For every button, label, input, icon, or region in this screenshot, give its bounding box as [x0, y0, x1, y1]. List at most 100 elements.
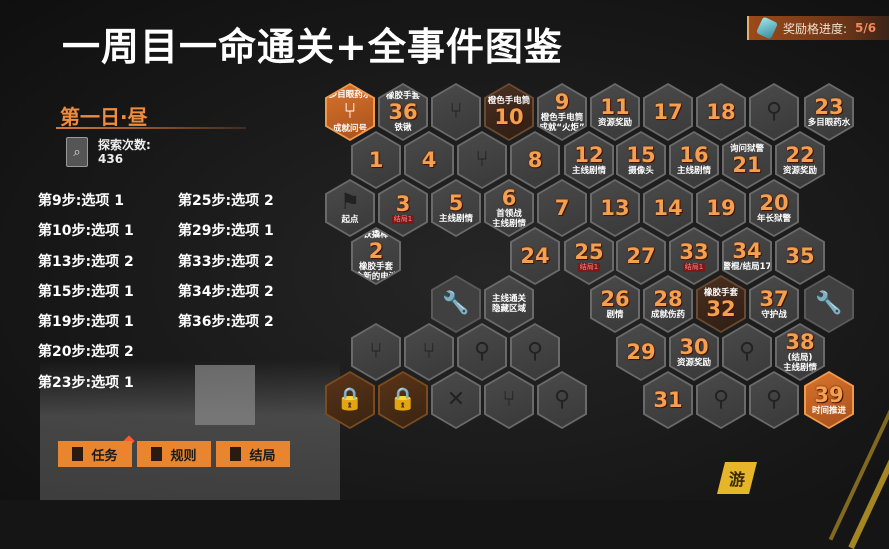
ending-door-icon — [230, 447, 242, 461]
bottle-icon — [755, 16, 779, 40]
hex-cell-body: 16 主线剧情 — [671, 133, 717, 187]
cell-top-label: 多目眼药水 — [328, 90, 372, 100]
cell-top-label: 橙色手电筒 — [487, 96, 531, 106]
hex-cell[interactable]: 🔒 — [325, 371, 375, 429]
day-title: 第一日·昼 — [60, 105, 148, 129]
cell-bottom-label: 剧情 — [606, 310, 624, 320]
hex-cell-10[interactable]: 橙色手电筒 10 — [484, 83, 534, 141]
site-logo: 游 — [717, 462, 757, 494]
search-icon: ⚲ — [765, 387, 783, 412]
cell-number: 18 — [706, 100, 736, 124]
hex-cell-body: 8 — [512, 133, 558, 187]
cell-bottom-label: 首领战 — [496, 209, 522, 219]
hex-cell-1[interactable]: 1 — [351, 131, 401, 189]
cell-number: 12 — [574, 143, 604, 167]
hex-cell-3[interactable]: 3 结局1 — [378, 179, 428, 237]
cell-number: 38 — [785, 330, 815, 354]
task-icon — [72, 447, 84, 461]
step-choice-item: 第15步:选项 1 — [38, 283, 134, 300]
hex-cell-body: 11 资源奖励 — [592, 85, 638, 139]
cell-number: 10 — [494, 105, 524, 129]
step-choice-item: 第9步:选项 1 — [38, 193, 124, 209]
hex-cell-4[interactable]: 4 — [404, 131, 454, 189]
lock-icon: 🔒 — [389, 387, 417, 412]
task-button-label: 任务 — [91, 448, 118, 464]
hex-cell-body: 31 — [645, 373, 691, 427]
search-icon: ⚲ — [738, 339, 756, 364]
magnifier-card-icon: ⌕ — [66, 137, 88, 167]
cell-top-label: 橡胶手套 — [703, 288, 738, 298]
cell-number: 7 — [554, 196, 570, 220]
hex-cell-body: 25 结局1 — [566, 229, 612, 283]
hex-cell[interactable]: ⚑ 起点 — [325, 179, 375, 237]
cell-number: 16 — [679, 143, 709, 167]
step-choice-item: 第13步:选项 2 — [38, 253, 134, 270]
hex-cell-body: ⚲ — [751, 85, 797, 139]
search-icon: ⚲ — [526, 339, 544, 364]
search-icon: ⚲ — [765, 99, 783, 124]
step-choice-item: 第33步:选项 2 — [178, 253, 274, 270]
hex-cell-5[interactable]: 5 主线剧情 — [431, 179, 481, 237]
hex-cell[interactable]: ⑂ — [457, 131, 507, 189]
cell-number: 26 — [600, 287, 630, 311]
task-button[interactable]: 任务 — [58, 441, 132, 467]
hex-cell-body: 28 成就伤药 — [645, 277, 691, 331]
cell-bottom-label: 主线通关 — [491, 294, 526, 304]
cell-bottom-label: 铁锹 — [394, 123, 412, 133]
step-choice-item: 第29步:选项 1 — [178, 223, 274, 240]
hex-cell-body: ⚲ — [539, 373, 585, 427]
hex-cell-body: 20 年长狱警 — [751, 181, 797, 235]
cell-bottom-label: 资源奖励 — [597, 118, 632, 128]
hex-cell[interactable]: ⑂ — [431, 83, 481, 141]
cell-bottom-label: (结局) — [787, 353, 813, 363]
branch-icon: ⑂ — [502, 387, 516, 412]
hex-cell-36[interactable]: 橡胶手套 36 铁锹 — [378, 83, 428, 141]
search-icon: ⚲ — [473, 339, 491, 364]
hex-cell-body: 🔒 — [327, 373, 373, 427]
background-city-art — [40, 360, 340, 500]
explore-count-label: 探索次数: — [98, 138, 151, 152]
step-choice-item: 第10步:选项 1 — [38, 223, 134, 240]
search-icon: ⚲ — [712, 387, 730, 412]
cell-number: 11 — [600, 95, 630, 119]
lock-icon: 🔒 — [336, 387, 364, 412]
cell-number: 19 — [706, 196, 736, 220]
cell-number: 1 — [368, 148, 384, 172]
cell-bottom-label: 年长狱警 — [756, 214, 791, 224]
explore-count-value: 436 — [98, 152, 124, 166]
cell-number: 27 — [626, 244, 656, 268]
step-choice-item: 第20步:选项 2 — [38, 344, 134, 361]
cell-number: 5 — [448, 191, 464, 215]
cell-number: 32 — [706, 297, 736, 321]
cell-number: 24 — [520, 244, 550, 268]
cell-number: 22 — [785, 143, 815, 167]
cell-top-label: 铁撬棒 — [363, 230, 389, 240]
cell-bottom-label-2: 全新的电池 — [354, 272, 398, 282]
hex-cell-body: ⑂ — [486, 373, 532, 427]
hex-cell-body: 铁撬棒 2 橡胶手套 全新的电池 — [353, 229, 399, 283]
cell-number: 37 — [759, 287, 789, 311]
branch-icon: ⑂ — [343, 99, 357, 124]
cell-number: 21 — [732, 153, 762, 177]
step-choice-item: 第25步:选项 2 — [178, 193, 274, 209]
hex-cell-body: 橙色手电筒 10 — [486, 85, 532, 139]
cell-number: 3 — [395, 191, 411, 216]
hex-cell-body: 18 — [698, 85, 744, 139]
hex-cell-body: 15 摄像头 — [618, 133, 664, 187]
hex-cell-body: 23 多目眼药水 — [806, 85, 852, 139]
rules-button[interactable]: 规则 — [137, 441, 211, 467]
hex-cell-body: 🔧 — [806, 277, 852, 331]
hex-cell-body: ⚲ — [459, 325, 505, 379]
hex-cell-body: 9 橙色手电筒 成就“火炬” — [539, 85, 585, 139]
hex-cell[interactable]: 多目眼药水 ⑂ 成就问号 — [325, 83, 375, 141]
hex-cell-body: 34 警棍/结局17 — [724, 229, 770, 283]
hex-cell-body: 3 结局1 — [380, 181, 426, 235]
ending-button[interactable]: 结局 — [216, 441, 290, 467]
hex-cell-body: 38 (结局) 主线剧情 — [777, 325, 823, 379]
cell-bottom-label-2: 隐藏区域 — [491, 304, 526, 314]
step-choice-item: 第36步:选项 2 — [178, 314, 274, 331]
hex-cell-body: 询问狱警 21 — [724, 133, 770, 187]
hex-cell-body: 26 剧情 — [592, 277, 638, 331]
flag-icon: ⚑ — [340, 190, 360, 215]
hex-cell-body: ⚑ 起点 — [327, 181, 373, 235]
